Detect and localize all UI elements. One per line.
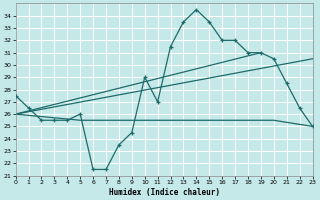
X-axis label: Humidex (Indice chaleur): Humidex (Indice chaleur) [108, 188, 220, 197]
